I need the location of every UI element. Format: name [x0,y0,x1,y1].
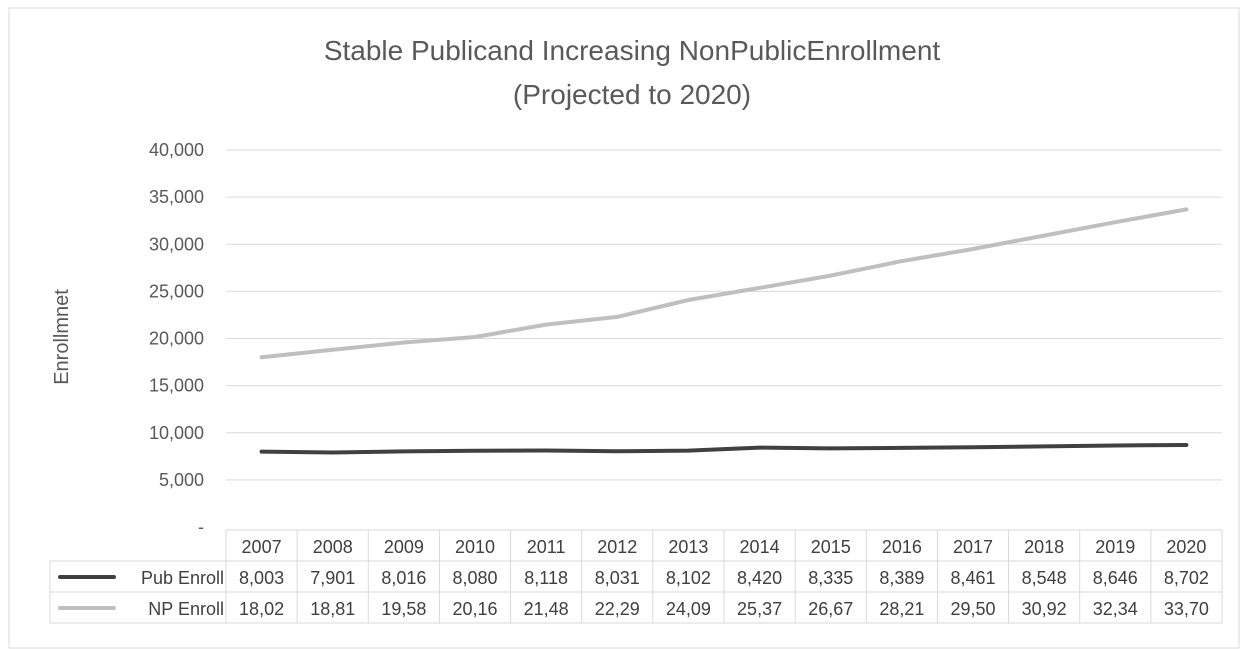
x-tick-label: 2014 [740,537,780,557]
data-label: 8,031 [595,568,640,588]
y-tick-label: 20,000 [149,329,204,349]
data-label: 18,81 [310,599,355,619]
data-label: 8,335 [808,568,853,588]
series-line [259,207,1189,360]
x-tick-label: 2018 [1024,537,1064,557]
data-label: 8,461 [950,568,995,588]
gridlines [226,149,1222,481]
legend-label: NP Enroll [148,599,224,619]
chart-title-line-2: (Projected to 2020) [513,79,751,110]
y-tick-label: 25,000 [149,281,204,301]
x-tick-label: 2016 [882,537,922,557]
x-tick-label: 2020 [1166,537,1206,557]
chart-title-line-1: Stable Publicand Increasing NonPublicEnr… [324,35,941,66]
series-line [259,443,1189,455]
data-label: 21,48 [524,599,569,619]
x-tick-label: 2019 [1095,537,1135,557]
data-label: 22,29 [595,599,640,619]
data-label: 24,09 [666,599,711,619]
data-label: 8,420 [737,568,782,588]
data-label: 8,548 [1022,568,1067,588]
y-tick-label: 30,000 [149,234,204,254]
data-label: 33,70 [1164,599,1209,619]
data-label: 25,37 [737,599,782,619]
data-label: 29,50 [950,599,995,619]
y-axis-ticks: - 5,000 10,000 15,000 20,000 25,000 30,000 35,0… [149,140,204,537]
x-tick-label: 2013 [668,537,708,557]
series-lines [259,207,1189,455]
x-tick-label: 2012 [597,537,637,557]
y-tick-label: 40,000 [149,140,204,160]
y-tick-label: - [198,517,204,537]
x-tick-label: 2007 [242,537,282,557]
x-tick-label: 2008 [313,537,353,557]
data-table: 2007 2008 2009 2010 2011 2012 2013 2014 2015 2016… [49,529,1223,624]
y-tick-label: 10,000 [149,423,204,443]
x-tick-label: 2009 [384,537,424,557]
y-tick-label: 15,000 [149,376,204,396]
x-tick-label: 2017 [953,537,993,557]
data-label: 18,02 [239,599,284,619]
data-label: 7,901 [310,568,355,588]
x-tick-label: 2011 [527,537,566,557]
data-label: 8,118 [524,568,568,588]
data-label: 28,21 [879,599,924,619]
y-tick-label: 5,000 [159,470,204,490]
x-tick-label: 2010 [455,537,495,557]
data-label: 8,102 [666,568,711,588]
data-label: 20,16 [452,599,497,619]
data-label: 8,080 [452,568,497,588]
data-label: 8,389 [879,568,924,588]
data-label: 26,67 [808,599,853,619]
data-label: 8,702 [1164,568,1209,588]
y-tick-label: 35,000 [149,187,204,207]
y-axis-label: Enrollmnet [51,289,73,385]
x-tick-label: 2015 [811,537,851,557]
data-label: 32,34 [1093,599,1138,619]
data-label: 8,016 [381,568,426,588]
data-label: 30,92 [1022,599,1067,619]
chart-border [8,7,1240,649]
data-label: 8,646 [1093,568,1138,588]
legend-label: Pub Enroll [141,568,224,588]
data-label: 8,003 [239,568,284,588]
data-label: 19,58 [381,599,426,619]
